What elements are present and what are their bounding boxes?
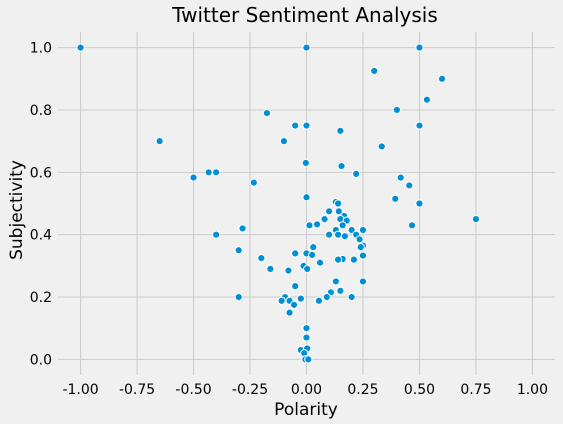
scatter-point (296, 294, 305, 303)
scatter-point (355, 235, 364, 244)
scatter-point (279, 137, 289, 146)
grid (58, 32, 555, 375)
scatter-point (415, 199, 424, 208)
scatter-point (334, 199, 343, 208)
scatter-point (324, 230, 334, 239)
scatter-point (238, 224, 247, 233)
scatter-point (284, 266, 293, 275)
scatter-point (347, 292, 356, 302)
x-tick-label: -0.75 (119, 382, 155, 398)
scatter-point (302, 193, 311, 202)
y-tick-label: 0.2 (30, 290, 52, 306)
scatter-point (352, 169, 361, 178)
scatter-point (392, 105, 401, 115)
scatter-point (212, 168, 221, 177)
x-axis-label: Polarity (274, 400, 338, 420)
scatter-point (303, 264, 312, 274)
scatter-point (396, 173, 405, 182)
scatter-point (336, 126, 345, 135)
x-tick-label: -0.50 (175, 382, 211, 398)
scatter-point (204, 168, 213, 177)
scatter-point (415, 43, 424, 52)
scatter-point (262, 108, 272, 118)
x-tick-label: 0.25 (347, 382, 378, 398)
scatter-point (266, 264, 275, 274)
scatter-point (291, 282, 300, 291)
scatter-point (313, 220, 322, 229)
scatter-point (315, 258, 325, 267)
scatter-point (277, 296, 286, 305)
scatter-point (257, 253, 266, 263)
y-tick-label: 0.8 (30, 103, 52, 119)
scatter-point (212, 230, 221, 239)
scatter-point (320, 214, 329, 224)
scatter-point (336, 286, 345, 295)
scatter-point (302, 121, 311, 130)
scatter-point (334, 255, 343, 264)
chart-title: Twitter Sentiment Analysis (171, 3, 438, 27)
scatter-point (334, 207, 343, 216)
scatter-point (302, 43, 311, 52)
scatter-point (338, 221, 347, 230)
scatter-point (291, 249, 300, 258)
x-tick-label: -1.00 (62, 382, 98, 398)
x-axis-ticks: -1.00 -0.75 -0.50 -0.25 0.00 0.25 0.50 0.75 1.00 (62, 382, 548, 398)
data-points (76, 43, 481, 364)
scatter-point (285, 308, 294, 317)
scatter-point (305, 221, 314, 230)
scatter-point (358, 225, 368, 235)
scatter-point (358, 277, 368, 286)
scatter-point (234, 292, 243, 302)
scatter-point (302, 333, 311, 342)
x-tick-label: 1.00 (517, 382, 548, 398)
scatter-point (309, 243, 318, 252)
y-axis-label: Subjectivity (7, 160, 27, 260)
y-tick-label: 0.6 (30, 165, 52, 181)
y-tick-label: 1.0 (30, 41, 52, 57)
x-tick-label: -0.25 (232, 382, 268, 398)
y-tick-label: 0.0 (30, 352, 52, 368)
scatter-point (377, 142, 386, 151)
scatter-point (291, 121, 300, 130)
scatter-point (289, 300, 299, 309)
scatter-point (422, 95, 432, 104)
scatter-point (76, 43, 85, 52)
scatter-point (322, 292, 331, 302)
scatter-point (189, 173, 198, 182)
scatter-point (358, 251, 368, 260)
scatter-point (301, 158, 310, 168)
scatter-point (405, 181, 414, 190)
scatter-point (155, 137, 164, 146)
scatter-point (304, 355, 313, 364)
x-tick-label: 0.75 (460, 382, 491, 398)
scatter-point (349, 255, 359, 264)
scatter-point (234, 246, 243, 255)
scatter-point (415, 121, 424, 130)
scatter-point (340, 232, 350, 241)
scatter-point (437, 74, 447, 83)
scatter-point (334, 230, 343, 239)
scatter-point (407, 221, 417, 230)
scatter-point (249, 178, 258, 187)
y-axis-ticks: 0.0 0.2 0.4 0.6 0.8 1.0 (30, 41, 52, 369)
y-tick-label: 0.4 (30, 228, 52, 244)
scatter-point (370, 66, 379, 76)
scatter-point (391, 194, 400, 203)
scatter-point (331, 277, 340, 286)
x-tick-label: 0.50 (404, 382, 435, 398)
scatter-point (356, 243, 365, 252)
scatter-point (471, 214, 481, 224)
scatter-point (324, 207, 334, 216)
x-tick-label: 0.00 (291, 382, 322, 398)
scatter-point (308, 250, 317, 260)
scatter-point (302, 324, 311, 333)
scatter-point (337, 161, 346, 171)
scatter-point (314, 296, 324, 305)
